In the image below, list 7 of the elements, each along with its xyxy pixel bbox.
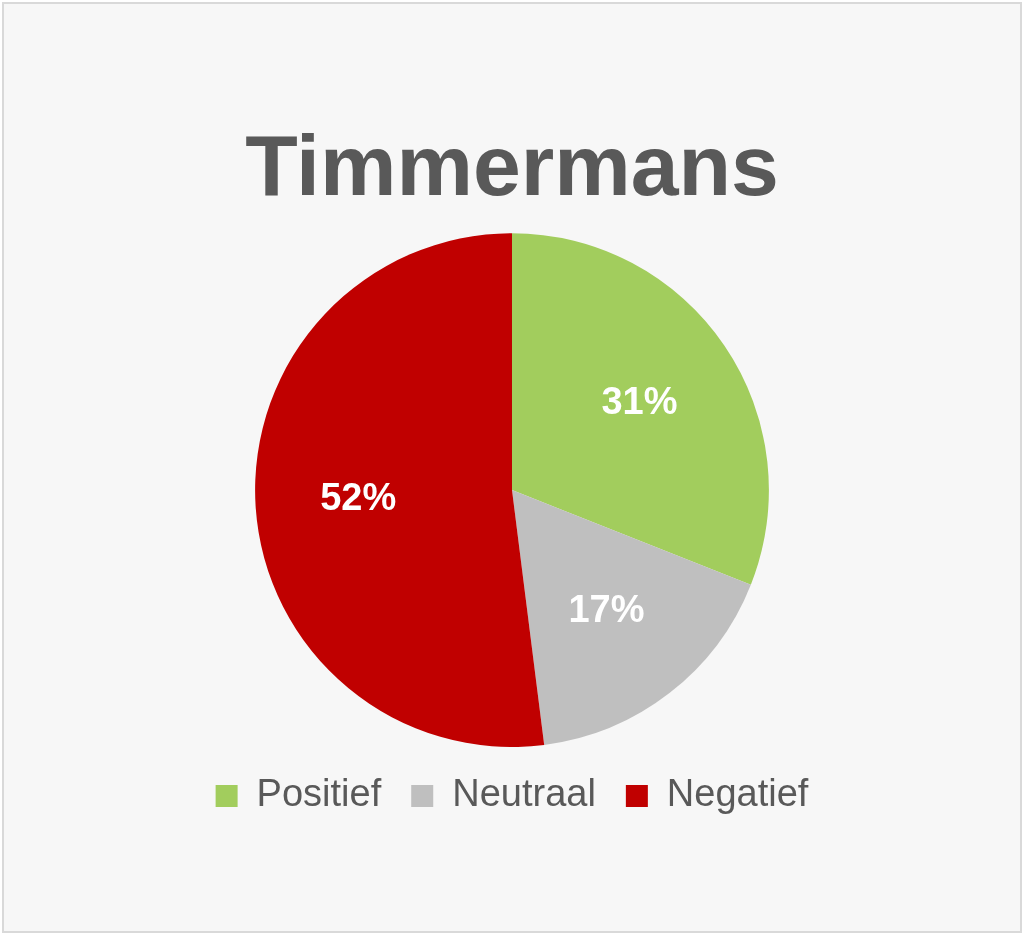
legend-label: Positief <box>256 772 382 815</box>
legend-label: Neutraal <box>452 772 596 815</box>
chart-title: Timmermans <box>245 117 779 214</box>
legend-label: Negatief <box>666 772 809 815</box>
data-label: 17% <box>568 588 645 631</box>
data-label: 31% <box>601 379 678 422</box>
data-label: 52% <box>320 476 397 519</box>
